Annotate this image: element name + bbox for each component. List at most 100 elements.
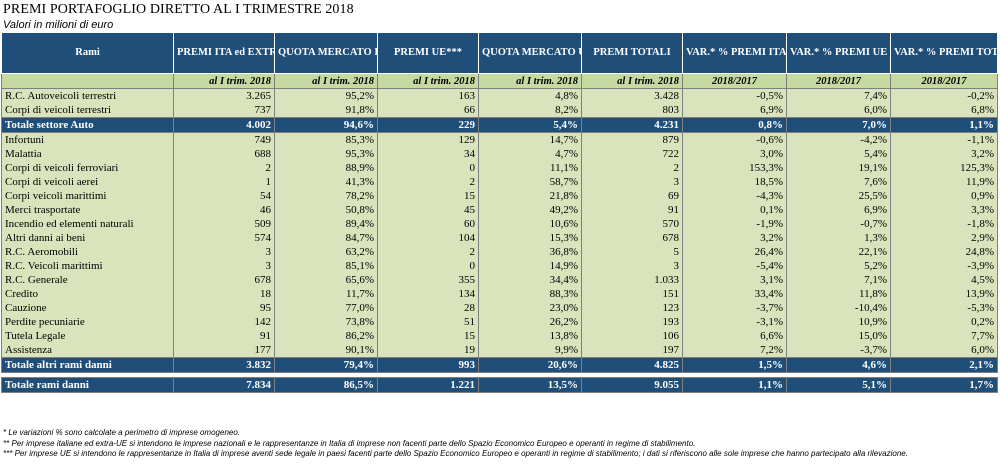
row-label: Infortuni [1, 132, 174, 147]
table-cell: 24,8% [890, 245, 998, 259]
table-cell: 153,3% [682, 161, 787, 175]
table-cell: 34 [377, 147, 479, 161]
table-cell: 803 [581, 103, 683, 118]
row-label: Assistenza [1, 343, 174, 358]
table-cell: 7,7% [890, 329, 998, 343]
table-cell: 3 [173, 259, 275, 273]
table-cell: -3,1% [682, 315, 787, 329]
table-cell: 2 [377, 245, 479, 259]
table-cell: 3 [581, 259, 683, 273]
table-cell: 7,2% [682, 343, 787, 358]
table-cell: 25,5% [786, 189, 891, 203]
header-cell: Rami [1, 32, 174, 74]
table-cell: 1.221 [377, 377, 479, 393]
subheader-cell: 2018/2017 [890, 73, 998, 89]
table-cell: 10,9% [786, 315, 891, 329]
table-cell: 3.832 [173, 357, 275, 373]
table-cell: -3,7% [682, 301, 787, 315]
table-cell: 6,6% [682, 329, 787, 343]
subheader-cell: 2018/2017 [786, 73, 891, 89]
table-cell: 91,8% [274, 103, 378, 118]
table-cell: 1,3% [786, 231, 891, 245]
table-row: Altri danni ai beni 574 84,7% 104 15,3% 678 3,… [1, 231, 998, 245]
table-cell: 18,5% [682, 175, 787, 189]
table-cell: 4,7% [478, 147, 582, 161]
auto-rows: R.C. Autoveicoli terrestri 3.265 95,2% 163 4… [1, 88, 998, 118]
header-cell: PREMI UE*** [377, 32, 479, 74]
table-cell: 193 [581, 315, 683, 329]
table-cell: 3.265 [173, 88, 275, 103]
table-cell: 4.231 [581, 117, 683, 133]
table-cell: 7,0% [786, 117, 891, 133]
table-cell: 1,1% [682, 377, 787, 393]
table-cell: 197 [581, 343, 683, 358]
table-cell: 123 [581, 301, 683, 315]
table-cell: 4.825 [581, 357, 683, 373]
table-cell: 85,3% [274, 132, 378, 147]
table-cell: 5 [581, 245, 683, 259]
table-cell: 50,8% [274, 203, 378, 217]
total-row: Totale settore Auto 4.002 94,6% 229 5,4% 4.23… [1, 117, 998, 133]
table-cell: 229 [377, 117, 479, 133]
table-cell: 1,7% [890, 377, 998, 393]
table-cell: 11,9% [890, 175, 998, 189]
header-cell: VAR.* % PREMI UE [786, 32, 891, 74]
table-cell: 2,1% [890, 357, 998, 373]
table-cell: 688 [173, 147, 275, 161]
table-cell: 19 [377, 343, 479, 358]
table-cell: 9,9% [478, 343, 582, 358]
table-cell: 104 [377, 231, 479, 245]
table-cell: 54 [173, 189, 275, 203]
row-label: Perdite pecuniarie [1, 315, 174, 329]
table-cell: 0 [377, 259, 479, 273]
total-all: Totale rami danni 7.834 86,5% 1.221 13,5% 9.0… [1, 377, 998, 393]
table-cell: 20,6% [478, 357, 582, 373]
row-label: Merci trasportate [1, 203, 174, 217]
table-row: Perdite pecuniarie 142 73,8% 51 26,2% 193 -3,1… [1, 315, 998, 329]
footnote: *** Per imprese UE si intendono le rappr… [3, 449, 908, 458]
table-title: PREMI PORTAFOGLIO DIRETTO AL I TRIMESTRE… [3, 2, 354, 17]
row-label: Totale settore Auto [1, 117, 174, 133]
table-row: R.C. Aeromobili 3 63,2% 2 36,8% 5 26,4% 22,1% 24… [1, 245, 998, 259]
table-cell: 1,1% [890, 117, 998, 133]
table-cell: 737 [173, 103, 275, 118]
table-cell: 23,0% [478, 301, 582, 315]
table-cell: 73,8% [274, 315, 378, 329]
table-cell: 3.428 [581, 88, 683, 103]
table-cell: 10,6% [478, 217, 582, 231]
table-cell: 2 [377, 175, 479, 189]
table-cell: 58,7% [478, 175, 582, 189]
table-cell: 51 [377, 315, 479, 329]
table-cell: 91 [173, 329, 275, 343]
total-auto: Totale settore Auto 4.002 94,6% 229 5,4% 4.23… [1, 117, 998, 133]
table-row: R.C. Veicoli marittimi 3 85,1% 0 14,9% 3 -5,4%… [1, 259, 998, 273]
table-cell: 5,1% [786, 377, 891, 393]
table-cell: -5,4% [682, 259, 787, 273]
table-cell: 993 [377, 357, 479, 373]
table-cell: 15,3% [478, 231, 582, 245]
table-cell: 1 [173, 175, 275, 189]
table-cell: 6,9% [786, 203, 891, 217]
table-cell: 8,2% [478, 103, 582, 118]
row-label: Tutela Legale [1, 329, 174, 343]
table-cell: 63,2% [274, 245, 378, 259]
table-cell: 86,5% [274, 377, 378, 393]
table-cell: 11,7% [274, 287, 378, 301]
table-cell: 6,8% [890, 103, 998, 118]
table-cell: 134 [377, 287, 479, 301]
table-cell: 78,2% [274, 189, 378, 203]
table-cell: 45 [377, 203, 479, 217]
table-row: Infortuni 749 85,3% 129 14,7% 879 -0,6% -4,2% -1… [1, 132, 998, 147]
table-cell: 151 [581, 287, 683, 301]
subheader-cell: 2018/2017 [682, 73, 787, 89]
table-cell: 6,0% [890, 343, 998, 358]
table-cell: 95 [173, 301, 275, 315]
table-cell: -1,8% [890, 217, 998, 231]
subheader-cell: al I trim. 2018 [173, 73, 275, 89]
footnote: * Le variazioni % sono calcolate a perim… [3, 428, 241, 437]
table-cell: -4,3% [682, 189, 787, 203]
table-cell: 77,0% [274, 301, 378, 315]
table-cell: 15,0% [786, 329, 891, 343]
row-label: Totale rami danni [1, 377, 174, 393]
table-cell: 163 [377, 88, 479, 103]
